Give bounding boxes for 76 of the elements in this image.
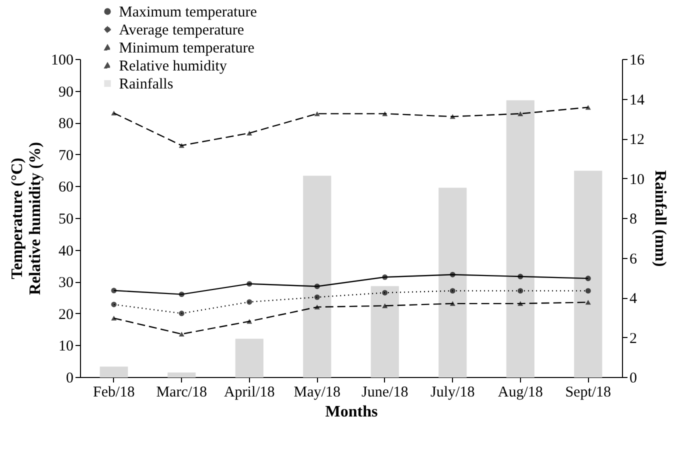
legend-label: Relative humidity xyxy=(119,58,228,74)
point xyxy=(450,114,456,119)
point xyxy=(585,300,591,305)
bar xyxy=(574,170,602,378)
point xyxy=(585,276,591,282)
point xyxy=(382,274,388,280)
point xyxy=(111,302,117,308)
point xyxy=(382,290,388,296)
bar xyxy=(506,100,534,378)
point xyxy=(382,303,388,308)
bar xyxy=(235,338,264,378)
x-tick-label: Marc/18 xyxy=(156,384,208,400)
legend-label: Rainfalls xyxy=(119,76,174,92)
y-tick-label: 80 xyxy=(58,116,74,132)
point xyxy=(111,288,117,294)
y-tick-label: 90 xyxy=(58,84,74,100)
y-tick-label: 20 xyxy=(58,306,74,323)
y-tick-label: 60 xyxy=(58,180,74,196)
point xyxy=(314,284,320,290)
point xyxy=(314,294,320,300)
y2-tick-label: 2 xyxy=(630,330,637,347)
y-tick-label: 100 xyxy=(51,52,74,68)
y-axis-title: Temperature (°C) Relative humidity (%) xyxy=(9,142,44,295)
point xyxy=(314,304,320,310)
legend-label: Minimum temperature xyxy=(119,40,255,56)
x-tick-label: Aug/18 xyxy=(498,384,543,400)
y2-tick-label: 0 xyxy=(630,370,637,386)
y2-tick-label: 10 xyxy=(630,172,644,188)
point xyxy=(246,281,252,287)
x-tick-label: July/18 xyxy=(430,384,475,400)
x-tick-label: June/18 xyxy=(362,384,408,400)
point xyxy=(111,316,117,321)
point xyxy=(518,288,524,294)
y-tick-label: 40 xyxy=(58,243,74,260)
y2-tick-label: 16 xyxy=(630,52,645,68)
x-axis-title: Months xyxy=(325,404,378,420)
bar xyxy=(438,188,467,378)
point xyxy=(246,130,252,136)
y2-tick-label: 14 xyxy=(630,92,645,108)
y-tick-label: 10 xyxy=(58,338,74,355)
point xyxy=(246,318,252,324)
x-tick-label: May/18 xyxy=(294,384,340,400)
y-tick-label: 0 xyxy=(66,370,74,386)
point xyxy=(111,110,117,116)
point xyxy=(518,274,524,280)
point xyxy=(382,111,388,116)
point xyxy=(178,332,184,336)
y2-tick-label: 6 xyxy=(630,251,638,268)
bar xyxy=(370,286,399,378)
bar xyxy=(100,366,128,378)
point xyxy=(246,299,252,305)
point xyxy=(178,292,184,298)
point xyxy=(178,143,184,148)
point xyxy=(450,288,456,294)
y2-tick-label: 12 xyxy=(630,132,644,148)
y-tick-label: 70 xyxy=(58,148,74,164)
point xyxy=(518,301,524,306)
point xyxy=(518,111,524,116)
x-tick-label: Feb/18 xyxy=(93,384,135,400)
legend-label: Maximum temperature xyxy=(119,4,258,20)
y2-tick-label: 4 xyxy=(630,291,638,307)
point xyxy=(585,104,591,110)
bar xyxy=(303,176,332,378)
y-tick-label: 30 xyxy=(58,275,74,292)
point xyxy=(178,310,184,316)
point xyxy=(450,301,456,306)
point xyxy=(450,272,456,278)
y2-tick-label: 8 xyxy=(630,212,637,228)
point xyxy=(585,288,591,294)
y-tick-label: 50 xyxy=(58,212,74,228)
legend-label: Average temperature xyxy=(119,22,244,38)
x-tick-label: April/18 xyxy=(224,384,275,400)
bar xyxy=(168,372,196,378)
point xyxy=(314,111,320,116)
x-tick-label: Sept/18 xyxy=(565,384,612,400)
y2-axis-title: Rainfall (mm) xyxy=(652,170,668,267)
